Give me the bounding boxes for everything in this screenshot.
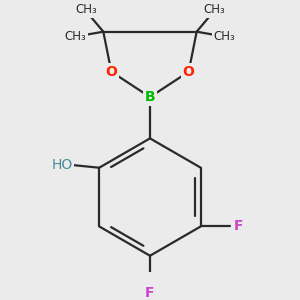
Text: CH₃: CH₃ — [75, 3, 97, 16]
Text: CH₃: CH₃ — [213, 30, 235, 43]
Text: CH₃: CH₃ — [65, 30, 87, 43]
Text: CH₃: CH₃ — [203, 3, 225, 16]
Text: F: F — [233, 219, 243, 233]
Text: O: O — [183, 65, 195, 79]
Text: B: B — [145, 90, 155, 104]
Text: HO: HO — [51, 158, 73, 172]
Text: O: O — [105, 65, 117, 79]
Text: F: F — [145, 286, 155, 300]
